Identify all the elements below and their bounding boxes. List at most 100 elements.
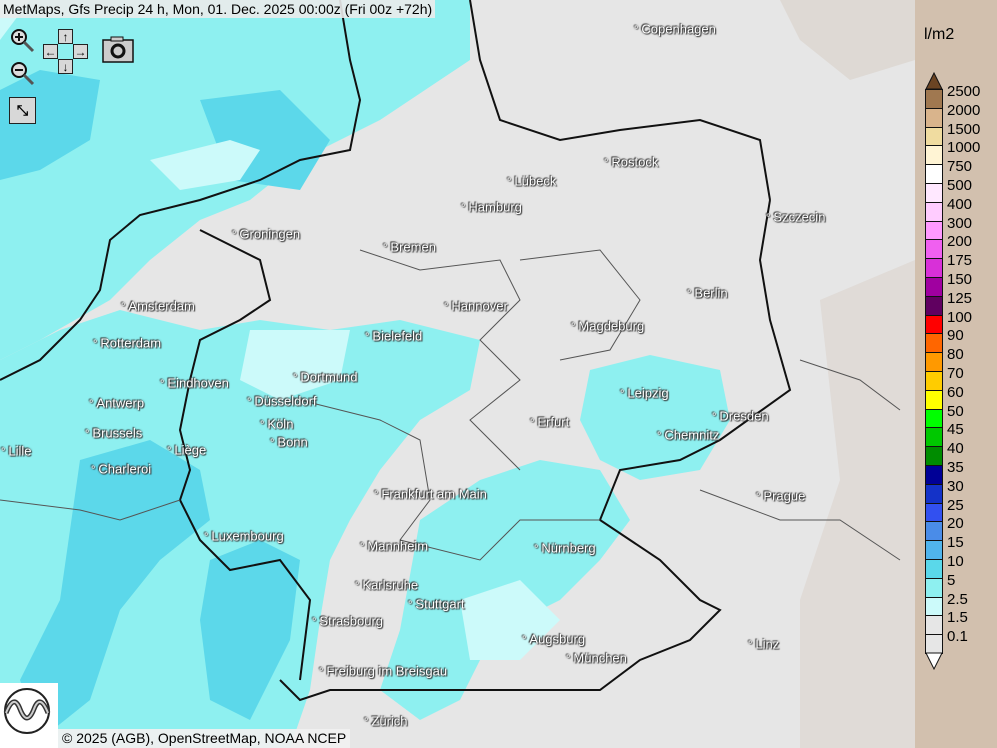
city-label: Frankfurt am Main <box>374 487 486 502</box>
legend-swatch <box>925 126 943 147</box>
legend-swatch <box>925 107 943 128</box>
legend-swatch <box>925 352 943 372</box>
legend-swatch <box>925 89 943 109</box>
attribution: © 2025 (AGB), OpenStreetMap, NOAA NCEP <box>58 729 351 748</box>
legend-label: 100 <box>947 308 973 326</box>
city-label: Dresden <box>712 409 768 424</box>
legend-swatch <box>925 258 943 278</box>
legend-swatch <box>925 201 943 222</box>
city-label: Hannover <box>444 299 507 314</box>
legend-label: 15 <box>947 534 964 552</box>
legend-swatch <box>925 577 943 598</box>
city-label: Brussels <box>85 426 142 441</box>
legend-label: 10 <box>947 553 964 570</box>
pan-right-icon[interactable]: → <box>73 44 88 59</box>
city-label: Antwerp <box>89 396 144 411</box>
city-label: Liège <box>167 443 206 458</box>
legend-swatch <box>925 277 943 297</box>
legend-swatch <box>925 521 943 542</box>
legend-label: 750 <box>947 158 973 176</box>
zoom-in-icon <box>11 29 35 53</box>
legend-label: 1500 <box>947 120 981 138</box>
legend-bottom-arrow-icon <box>925 652 943 670</box>
legend-label: 200 <box>947 233 973 251</box>
legend-label: 20 <box>947 515 964 533</box>
legend-swatch <box>925 634 943 654</box>
legend-label: 5 <box>947 571 956 589</box>
legend-label: 1000 <box>947 139 981 157</box>
city-label: Stuttgart <box>408 597 464 612</box>
city-label: Bonn <box>270 435 307 450</box>
legend-label: 1.5 <box>947 609 968 627</box>
city-label: Amsterdam <box>121 299 194 314</box>
city-label: Prague <box>756 489 805 504</box>
city-label: Leipzig <box>620 386 668 401</box>
legend-label: 35 <box>947 459 964 476</box>
legend-swatch <box>925 371 943 391</box>
legend-label: 80 <box>947 346 964 364</box>
city-label: Dortmund <box>293 370 357 385</box>
city-label: Köln <box>260 417 293 432</box>
legend-label: 2.5 <box>947 590 968 608</box>
legend-swatch <box>925 446 943 466</box>
city-label: Bremen <box>383 240 436 255</box>
metmaps-logo[interactable] <box>0 683 58 748</box>
legend-swatch <box>925 145 943 166</box>
pan-control: ↑ ← → ↓ <box>43 29 89 75</box>
legend-top-arrow-icon <box>925 72 943 90</box>
legend-label: 25 <box>947 496 964 514</box>
legend-label: 0.1 <box>947 628 968 646</box>
legend-label: 500 <box>947 177 973 194</box>
legend-swatch <box>925 596 943 617</box>
fullscreen-button[interactable]: ⤡ <box>9 97 36 124</box>
metmaps-logo-icon <box>3 688 51 734</box>
legend-label: 2500 <box>947 83 981 100</box>
legend-swatch <box>925 295 943 316</box>
city-label: Mannheim <box>360 539 428 554</box>
city-label: Linz <box>748 637 779 652</box>
city-label: München <box>566 651 626 666</box>
city-label: Freiburg im Breisgau <box>319 664 447 679</box>
legend-label: 2000 <box>947 101 981 119</box>
legend-label: 300 <box>947 214 973 232</box>
city-label: Magdeburg <box>571 319 644 334</box>
legend-label: 125 <box>947 289 973 307</box>
city-label: Karlsruhe <box>355 578 418 593</box>
legend-swatch <box>925 465 943 485</box>
legend-swatch <box>925 483 943 504</box>
city-label: Charleroi <box>91 462 151 477</box>
city-label: Lille <box>1 444 31 459</box>
legend-label: 50 <box>947 402 964 420</box>
pan-up-icon[interactable]: ↑ <box>58 29 73 44</box>
legend-swatch <box>925 408 943 429</box>
legend-label: 60 <box>947 383 964 401</box>
city-label: Luxembourg <box>204 529 283 544</box>
legend-swatch <box>925 615 943 636</box>
city-label: Hamburg <box>461 200 521 215</box>
legend-swatch <box>925 183 943 203</box>
city-label: Augsburg <box>522 632 585 647</box>
legend-label: 40 <box>947 440 964 458</box>
city-label: Rostock <box>604 155 658 170</box>
city-label: Copenhagen <box>634 22 715 37</box>
city-label: Lübeck <box>507 174 556 189</box>
precipitation-map[interactable]: MetMaps, Gfs Precip 24 h, Mon, 01. Dec. … <box>0 0 915 748</box>
city-label: Strasbourg <box>312 614 383 629</box>
legend-swatch <box>925 164 943 184</box>
city-label: Chemnitz <box>657 428 719 443</box>
city-label: Berlin <box>687 286 727 301</box>
city-label: Düsseldorf <box>247 394 316 409</box>
legend-swatch <box>925 502 943 523</box>
legend-swatch <box>925 389 943 410</box>
legend-label: 90 <box>947 327 964 345</box>
zoom-out-icon <box>11 62 35 86</box>
legend-label: 70 <box>947 365 964 382</box>
city-label: Eindhoven <box>160 376 228 391</box>
legend-unit: l/m2 <box>924 26 955 43</box>
city-label: Rotterdam <box>93 336 161 351</box>
legend-label: 45 <box>947 421 964 439</box>
pan-left-icon[interactable]: ← <box>43 44 58 59</box>
color-legend: l/m2 2500 2000 1500 1000 750 500 400 300 200 175 1… <box>915 0 997 748</box>
legend-swatch <box>925 314 943 335</box>
pan-down-icon[interactable]: ↓ <box>58 59 73 74</box>
